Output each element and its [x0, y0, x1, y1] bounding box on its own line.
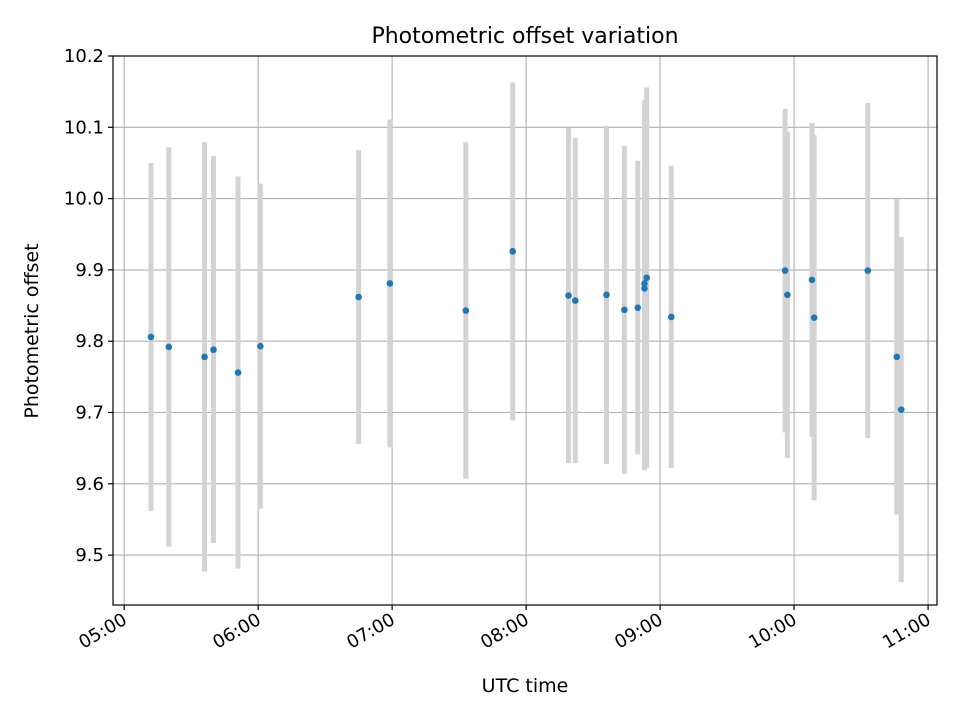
grid-lines: [113, 55, 937, 605]
y-axis-label: Photometric offset: [21, 243, 43, 418]
y-tick-label: 9.7: [75, 402, 104, 423]
y-tick-label: 9.6: [75, 474, 104, 495]
data-point: [781, 267, 789, 274]
data-points: [147, 248, 905, 413]
y-axis-ticks: 9.5 9.6 9.7 9.8 9.9 10.0 10.1 10.2: [64, 46, 113, 566]
data-point: [897, 406, 905, 413]
data-point: [643, 274, 651, 282]
data-point: [509, 248, 517, 255]
data-point: [210, 346, 217, 354]
data-point: [201, 353, 208, 361]
data-point: [565, 292, 572, 299]
x-axis-label: UTC time: [482, 675, 569, 697]
data-point: [864, 267, 872, 274]
axes-frame: [112, 55, 938, 606]
y-tick-label: 10.2: [64, 46, 104, 67]
data-point: [355, 293, 362, 301]
data-point: [571, 297, 579, 304]
y-tick-label: 10.0: [64, 189, 104, 210]
y-tick-label: 9.9: [75, 260, 104, 281]
y-tick-label: 10.1: [64, 117, 104, 138]
data-point: [667, 313, 675, 321]
data-point: [810, 314, 818, 321]
data-point: [462, 307, 470, 314]
data-point: [641, 285, 648, 292]
data-point: [808, 276, 816, 284]
data-point: [234, 369, 242, 376]
data-point: [386, 280, 394, 287]
data-point: [621, 306, 628, 314]
y-tick-label: 9.8: [75, 331, 104, 352]
data-point: [784, 291, 791, 299]
data-point: [641, 280, 648, 287]
plot-area: [113, 56, 937, 605]
chart-title: Photometric offset variation: [371, 24, 678, 49]
data-point: [165, 343, 173, 351]
data-point: [603, 291, 610, 299]
y-tick-label: 9.5: [75, 545, 104, 566]
data-point: [893, 353, 901, 361]
data-point: [257, 342, 264, 350]
data-point: [147, 333, 155, 341]
data-point: [634, 304, 642, 311]
